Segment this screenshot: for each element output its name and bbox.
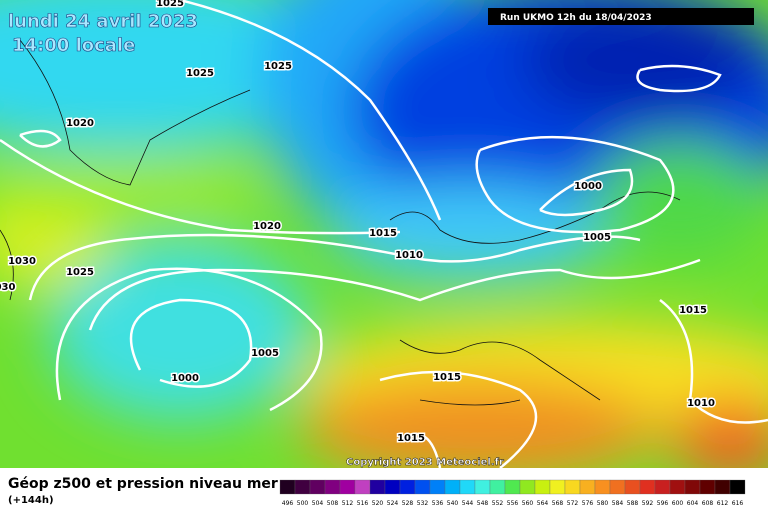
scale-cell [534, 479, 551, 495]
color-scale: 496 500 504 508 512 516 520 524 528 532 536 540 544 5… [279, 479, 746, 507]
scale-cell [459, 479, 476, 495]
isobar-label: 1000 [171, 373, 199, 384]
scale-cell [669, 479, 686, 495]
scale-cell [504, 479, 521, 495]
scale-cell [549, 479, 566, 495]
scale-cell [474, 479, 491, 495]
scale-cell [399, 479, 416, 495]
scale-label: 560 [522, 500, 534, 507]
scale-label: 556 [507, 500, 519, 507]
scale-cell [639, 479, 656, 495]
scale-cell [489, 479, 506, 495]
scale-cell [729, 479, 746, 495]
scale-label: 516 [357, 500, 369, 507]
scale-label: 504 [312, 500, 324, 507]
scale-cell [429, 479, 446, 495]
scale-cell [564, 479, 581, 495]
scale-label: 612 [717, 500, 729, 507]
isobar-label: 1010 [687, 398, 715, 409]
scale-label: 600 [672, 500, 684, 507]
scale-cell [579, 479, 596, 495]
scale-label: 616 [732, 500, 744, 507]
scale-label: 524 [387, 500, 399, 507]
isobar-label: 030 [0, 282, 15, 293]
scale-cell [354, 479, 371, 495]
scale-cell [624, 479, 641, 495]
scale-label: 596 [657, 500, 669, 507]
scale-label: 512 [342, 500, 354, 507]
scale-label: 572 [567, 500, 579, 507]
scale-cell [654, 479, 671, 495]
date: lundi 24 avril 2023 [8, 11, 198, 32]
footer-lead: (+144h) [8, 495, 54, 506]
scale-label: 568 [552, 500, 564, 507]
scale-cell [384, 479, 401, 495]
scale-cell [279, 479, 296, 495]
scale-cell [324, 479, 341, 495]
scale-cell [294, 479, 311, 495]
scale-label: 544 [462, 500, 474, 507]
scale-label: 580 [597, 500, 609, 507]
coastline [0, 39, 681, 406]
isobar-label: 1030 [8, 256, 36, 267]
run-info: Run UKMO 12h du 18/04/2023 [500, 13, 652, 23]
scale-cell [339, 479, 356, 495]
scale-label: 548 [477, 500, 489, 507]
scale-label: 500 [297, 500, 309, 507]
footer-title: Géop z500 et pression niveau mer [8, 476, 278, 492]
scale-label: 536 [432, 500, 444, 507]
scale-cell [594, 479, 611, 495]
scale-label: 576 [582, 500, 594, 507]
scale-cell [309, 479, 326, 495]
scale-label: 592 [642, 500, 654, 507]
run-box [488, 8, 754, 25]
scale-cell [609, 479, 626, 495]
scale-label: 604 [687, 500, 699, 507]
map-field: 1025 1025 1025 1020 1020 1015 1010 1030 030 1025 1… [0, 0, 768, 468]
isobar-label: 1025 [186, 68, 214, 79]
isobar-label: 1015 [679, 305, 707, 316]
isobar-label: 1015 [397, 433, 425, 444]
scale-label: 588 [627, 500, 639, 507]
scale-label: 508 [327, 500, 339, 507]
scale-label: 528 [402, 500, 414, 507]
scale-label: 608 [702, 500, 714, 507]
isobars [0, 0, 768, 468]
isobar-label: 1000 [574, 181, 602, 192]
scale-cell [684, 479, 701, 495]
isobar-label: 1020 [66, 118, 94, 129]
scale-cell [414, 479, 431, 495]
copyright: Copyright 2023 Meteociel.fr [346, 457, 504, 468]
scale-label: 584 [612, 500, 624, 507]
isobar-label: 1020 [253, 221, 281, 232]
isobar-label: 1025 [264, 61, 292, 72]
scale-label: 552 [492, 500, 504, 507]
scale-cell [519, 479, 536, 495]
scale-cell [714, 479, 731, 495]
isobar-label: 1010 [395, 250, 423, 261]
time: 14:00 locale [12, 35, 135, 56]
scale-label: 496 [282, 500, 294, 507]
isobar-label: 1015 [433, 372, 461, 383]
isobar-label: 1015 [369, 228, 397, 239]
scale-label: 540 [447, 500, 459, 507]
scale-label: 532 [417, 500, 429, 507]
isobar-label: 1005 [583, 232, 611, 243]
isobar-label: 1025 [66, 267, 94, 278]
scale-label: 564 [537, 500, 549, 507]
scale-label: 520 [372, 500, 384, 507]
isobar-label: 1005 [251, 348, 279, 359]
scale-cell [369, 479, 386, 495]
scale-cell [444, 479, 461, 495]
scale-cell [699, 479, 716, 495]
isobar-label: 1025 [156, 0, 184, 9]
